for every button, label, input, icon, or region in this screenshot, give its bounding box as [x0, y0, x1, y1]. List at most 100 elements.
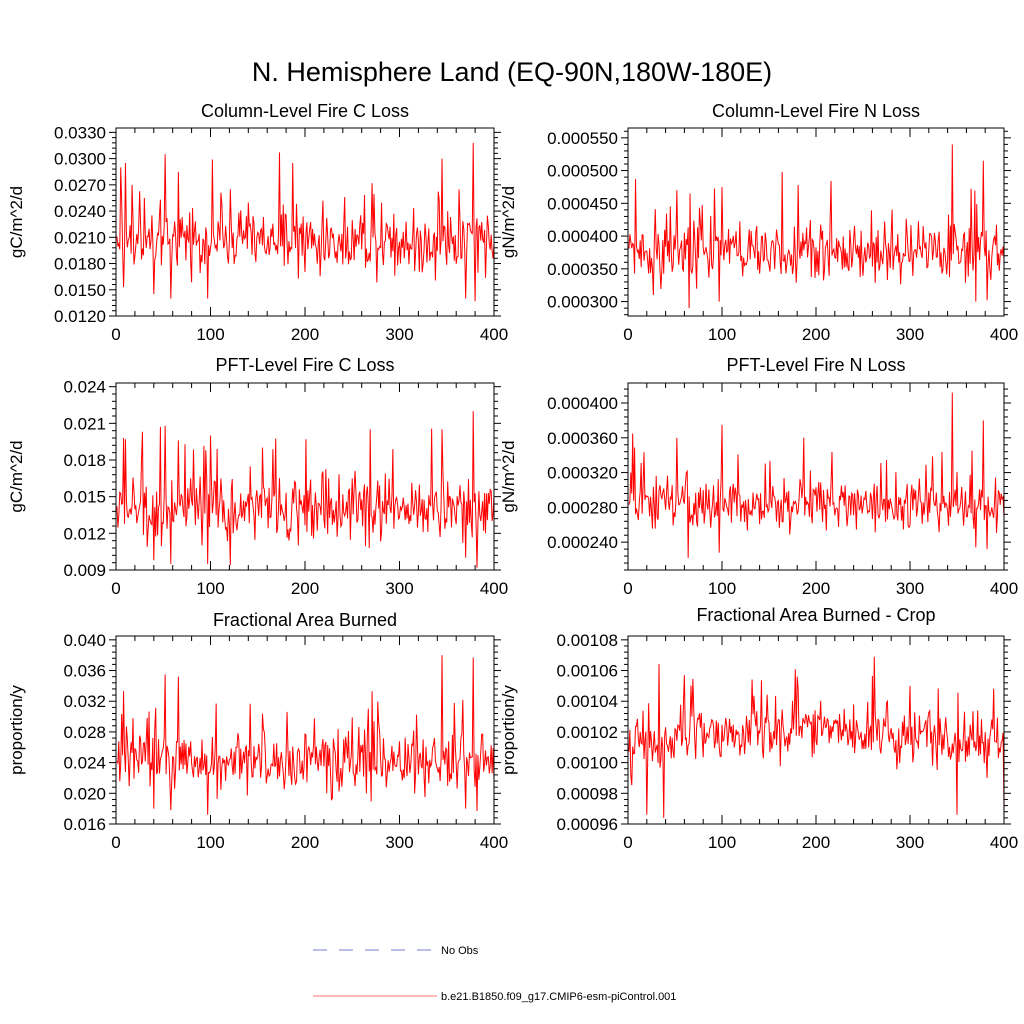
y-tick-label: 0.000280	[547, 498, 618, 517]
y-tick-label: 0.000500	[547, 162, 618, 181]
y-tick-label: 0.012	[63, 524, 106, 543]
y-tick-label: 0.018	[63, 451, 106, 470]
chart-panel-2: 0 100 200 300 400 0.000300 0.000350 0.000400 0.0…	[499, 101, 1018, 344]
x-tick-label: 400	[480, 579, 508, 598]
x-tick-label: 300	[385, 579, 413, 598]
y-tick-label: 0.00096	[557, 815, 618, 834]
series-line	[628, 392, 1004, 558]
series-line	[628, 656, 1004, 818]
chart-panels: 0 100 200 300 4000.01200.01500.01800.02100.0…	[7, 101, 1018, 852]
series-line	[116, 655, 494, 815]
y-tick-label: 0.0210	[54, 228, 106, 247]
x-tick-label: 300	[385, 325, 413, 344]
y-tick-label: 0.00106	[557, 662, 618, 681]
y-tick-label: 0.015	[63, 488, 106, 507]
panel-title: PFT-Level Fire C Loss	[215, 355, 394, 375]
x-tick-label: 400	[990, 579, 1018, 598]
y-tick-label: 0.00102	[557, 723, 618, 742]
chart-panel-5: 0 100 200 300 400 0.016 0.020 0.024 0.028 0.032 0.…	[7, 610, 508, 852]
chart-panel-4: 0 100 200 300 400 0.000240 0.000280 0.000320 0.0…	[499, 355, 1018, 598]
y-axis-label: gC/m^2/d	[7, 186, 26, 258]
x-tick-label: 300	[385, 833, 413, 852]
y-axis-label: proportion/y	[7, 685, 26, 775]
panel-title: Column-Level Fire C Loss	[201, 101, 409, 121]
x-tick-label: 300	[896, 833, 924, 852]
y-tick-label: 0.0330	[54, 123, 106, 142]
y-axis-label: proportion/y	[499, 685, 518, 775]
panel-title: Fractional Area Burned	[213, 610, 397, 630]
x-tick-label: 0	[623, 325, 632, 344]
y-tick-label: 0.000360	[547, 429, 618, 448]
y-tick-label: 0.0180	[54, 255, 106, 274]
x-tick-label: 100	[708, 579, 736, 598]
x-tick-label: 200	[291, 325, 319, 344]
series-line	[116, 411, 494, 568]
y-tick-label: 0.020	[63, 784, 106, 803]
y-tick-label: 0.024	[63, 378, 106, 397]
x-tick-label: 300	[896, 325, 924, 344]
chart-panel-1: 0 100 200 300 400 0.0120 0.0150 0.0180 0.0210 0.0…	[7, 101, 508, 344]
y-axis-label: gN/m^2/d	[499, 440, 518, 512]
figure-title: N. Hemisphere Land (EQ-90N,180W-180E)	[252, 57, 772, 87]
y-tick-label: 0.021	[63, 414, 106, 433]
x-tick-label: 200	[802, 833, 830, 852]
y-tick-label: 0.040	[63, 631, 106, 650]
x-tick-label: 200	[802, 325, 830, 344]
y-axis-label: gC/m^2/d	[7, 440, 26, 512]
series-line	[628, 144, 1004, 309]
plot-frame	[627, 382, 1005, 571]
x-tick-label: 0	[623, 833, 632, 852]
x-tick-label: 0	[111, 579, 120, 598]
x-tick-label: 100	[196, 325, 224, 344]
y-tick-label: 0.0300	[54, 150, 106, 169]
y-tick-label: 0.00100	[557, 754, 618, 773]
y-tick-label: 0.000300	[547, 293, 618, 312]
x-tick-label: 400	[480, 325, 508, 344]
x-tick-label: 400	[480, 833, 508, 852]
y-tick-label: 0.00104	[557, 692, 618, 711]
y-axis-label: gN/m^2/d	[499, 186, 518, 258]
chart-panel-6: 0 100 200 300 400 0.00096 0.00098 0.00100 0.0010…	[499, 605, 1018, 852]
plot-frame	[627, 127, 1005, 317]
series-line	[116, 142, 494, 302]
x-tick-label: 200	[291, 833, 319, 852]
y-tick-label: 0.00098	[557, 784, 618, 803]
x-tick-label: 100	[196, 833, 224, 852]
x-tick-label: 200	[291, 579, 319, 598]
y-tick-label: 0.024	[63, 754, 106, 773]
x-tick-label: 200	[802, 579, 830, 598]
panel-title: PFT-Level Fire N Loss	[726, 355, 905, 375]
legend-label-model: b.e21.B1850.f09_g17.CMIP6-esm-piControl.…	[441, 991, 676, 1003]
y-tick-label: 0.0240	[54, 202, 106, 221]
panel-title: Column-Level Fire N Loss	[712, 101, 920, 121]
y-tick-label: 0.000450	[547, 194, 618, 213]
y-tick-label: 0.000550	[547, 129, 618, 148]
y-tick-label: 0.016	[63, 815, 106, 834]
y-tick-label: 0.036	[63, 662, 106, 681]
x-tick-label: 400	[990, 325, 1018, 344]
y-tick-label: 0.0270	[54, 176, 106, 195]
y-tick-label: 0.009	[63, 561, 106, 580]
x-tick-label: 0	[111, 833, 120, 852]
y-tick-label: 0.000320	[547, 464, 618, 483]
legend-label-no-obs: No Obs	[441, 945, 479, 957]
plot-frame	[115, 635, 495, 825]
x-tick-label: 0	[111, 325, 120, 344]
x-tick-label: 0	[623, 579, 632, 598]
x-tick-label: 100	[196, 579, 224, 598]
legend: No Obs b.e21.B1850.f09_g17.CMIP6-esm-piC…	[313, 945, 676, 1003]
x-tick-label: 300	[896, 579, 924, 598]
panel-title: Fractional Area Burned - Crop	[696, 605, 935, 625]
y-tick-label: 0.000400	[547, 227, 618, 246]
y-tick-label: 0.000240	[547, 533, 618, 552]
x-tick-label: 400	[990, 833, 1018, 852]
y-tick-label: 0.000350	[547, 260, 618, 279]
y-tick-label: 0.000400	[547, 394, 618, 413]
y-tick-label: 0.032	[63, 692, 106, 711]
chart-panel-3: 0 100 200 300 400 0.009 0.012 0.015 0.018 0.021 0.…	[7, 355, 508, 598]
y-tick-label: 0.0120	[54, 307, 106, 326]
x-tick-label: 100	[708, 833, 736, 852]
y-tick-label: 0.00108	[557, 631, 618, 650]
y-tick-label: 0.0150	[54, 281, 106, 300]
